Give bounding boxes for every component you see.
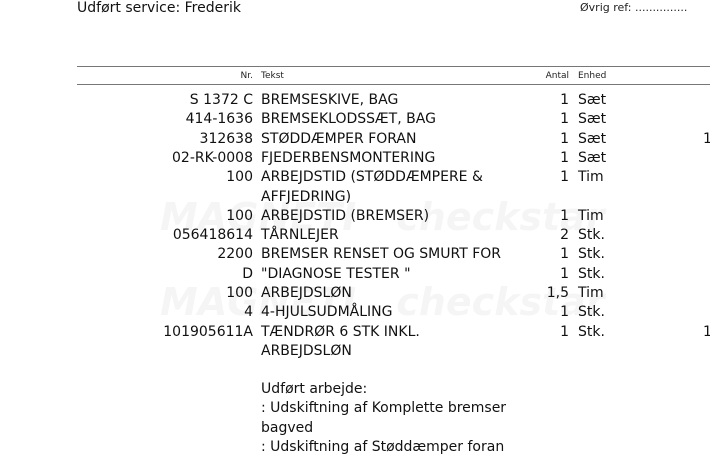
item-text: STØDDÆMPER FORAN <box>261 130 417 147</box>
item-number: 02-RK-0008 <box>172 149 253 166</box>
column-header-antal: Antal <box>545 71 569 81</box>
item-unit: Sæt <box>578 149 607 166</box>
divider <box>77 84 710 85</box>
item-number: 100 <box>226 207 253 224</box>
item-quantity: 1 <box>560 265 569 282</box>
item-number: 101905611A <box>163 323 253 340</box>
table-row: D "DIAGNOSE TESTER " 1 Stk. <box>0 266 710 285</box>
item-unit: Tim <box>578 285 604 301</box>
item-number: 2200 <box>217 246 253 263</box>
item-text: BREMSESKIVE, BAG <box>261 92 399 108</box>
item-number: S 1372 C <box>189 92 253 108</box>
table-row: S 1372 C BREMSESKIVE, BAG 1 Sæt <box>0 92 710 111</box>
table-row: 056418614 TÅRNLEJER 2 Stk. <box>0 227 710 246</box>
item-quantity: 1 <box>560 130 569 147</box>
item-number: 056418614 <box>172 227 253 244</box>
column-header-nr: Nr. <box>240 71 253 81</box>
item-unit: Tim <box>578 169 604 186</box>
item-number: 100 <box>226 285 253 301</box>
item-text: "DIAGNOSE TESTER " <box>261 265 411 282</box>
item-text: 4-HJULSUDMÅLING <box>261 304 393 321</box>
item-unit: Tim <box>578 207 604 224</box>
reference-label: Øvrig ref: ............... <box>580 1 688 14</box>
item-quantity: 1 <box>560 246 569 263</box>
item-text: FJEDERBENSMONTERING <box>261 149 436 166</box>
item-unit: Stk. <box>578 246 605 263</box>
table-row: ARBEJDSLØN <box>0 343 710 362</box>
item-quantity: 1 <box>560 323 569 340</box>
item-quantity: 1 <box>560 149 569 166</box>
item-text: ARBEJDSTID (BREMSER) <box>261 207 430 224</box>
table-row: 100 ARBEJDSTID (STØDDÆMPERE & 1 Tim <box>0 169 710 188</box>
work-done-line: : Udskiftning af Komplette bremser <box>261 400 507 417</box>
item-text: ARBEJDSLØN <box>261 285 352 301</box>
item-quantity: 1,5 <box>546 285 569 301</box>
divider <box>77 66 710 67</box>
table-row: 100 ARBEJDSTID (BREMSER) 1 Tim <box>0 208 710 227</box>
work-done-line: bagved <box>261 419 314 436</box>
item-number: D <box>242 265 253 282</box>
item-unit: Sæt <box>578 111 607 128</box>
item-extra: 1 <box>703 130 710 147</box>
item-quantity: 1 <box>560 169 569 186</box>
item-unit: Sæt <box>578 130 607 147</box>
item-unit: Stk. <box>578 323 605 340</box>
item-extra: 1 <box>703 323 710 340</box>
item-text: AFFJEDRING) <box>261 188 352 205</box>
table-row: 100 ARBEJDSLØN 1,5 Tim <box>0 285 710 304</box>
work-done-line: Udført arbejde: <box>261 381 368 397</box>
table-row: 312638 STØDDÆMPER FORAN 1 Sæt 1 <box>0 131 710 150</box>
item-text: BREMSER RENSET OG SMURT FOR <box>261 246 501 263</box>
item-number: 414-1636 <box>185 111 253 128</box>
work-done-line: : Udskiftning af Støddæmper foran <box>261 438 505 455</box>
item-quantity: 1 <box>560 207 569 224</box>
item-unit: Sæt <box>578 92 607 108</box>
item-text: ARBEJDSLØN <box>261 342 352 359</box>
item-unit: Stk. <box>578 265 605 282</box>
column-header-tekst: Tekst <box>261 71 284 81</box>
item-number: 312638 <box>199 130 253 147</box>
table-row: 101905611A TÆNDRØR 6 STK INKL. 1 Stk. 1 <box>0 324 710 343</box>
item-quantity: 1 <box>560 92 569 108</box>
item-text: ARBEJDSTID (STØDDÆMPERE & <box>261 169 483 186</box>
item-text: BREMSEKLODSSÆT, BAG <box>261 111 436 128</box>
item-quantity: 1 <box>560 304 569 321</box>
service-label: Udført service: Frederik <box>77 0 241 16</box>
item-text: TÅRNLEJER <box>261 227 339 244</box>
item-unit: Stk. <box>578 227 605 244</box>
item-quantity: 1 <box>560 111 569 128</box>
item-quantity: 2 <box>560 227 569 244</box>
table-row: AFFJEDRING) <box>0 189 710 208</box>
item-unit: Stk. <box>578 304 605 321</box>
table-row: 414-1636 BREMSEKLODSSÆT, BAG 1 Sæt <box>0 111 710 130</box>
column-header-enhed: Enhed <box>578 71 607 81</box>
table-row: 4 4-HJULSUDMÅLING 1 Stk. <box>0 304 710 323</box>
item-number: 100 <box>226 169 253 186</box>
item-number: 4 <box>244 304 253 321</box>
table-row: 02-RK-0008 FJEDERBENSMONTERING 1 Sæt <box>0 150 710 169</box>
item-text: TÆNDRØR 6 STK INKL. <box>261 323 420 340</box>
table-row: 2200 BREMSER RENSET OG SMURT FOR 1 Stk. <box>0 246 710 265</box>
